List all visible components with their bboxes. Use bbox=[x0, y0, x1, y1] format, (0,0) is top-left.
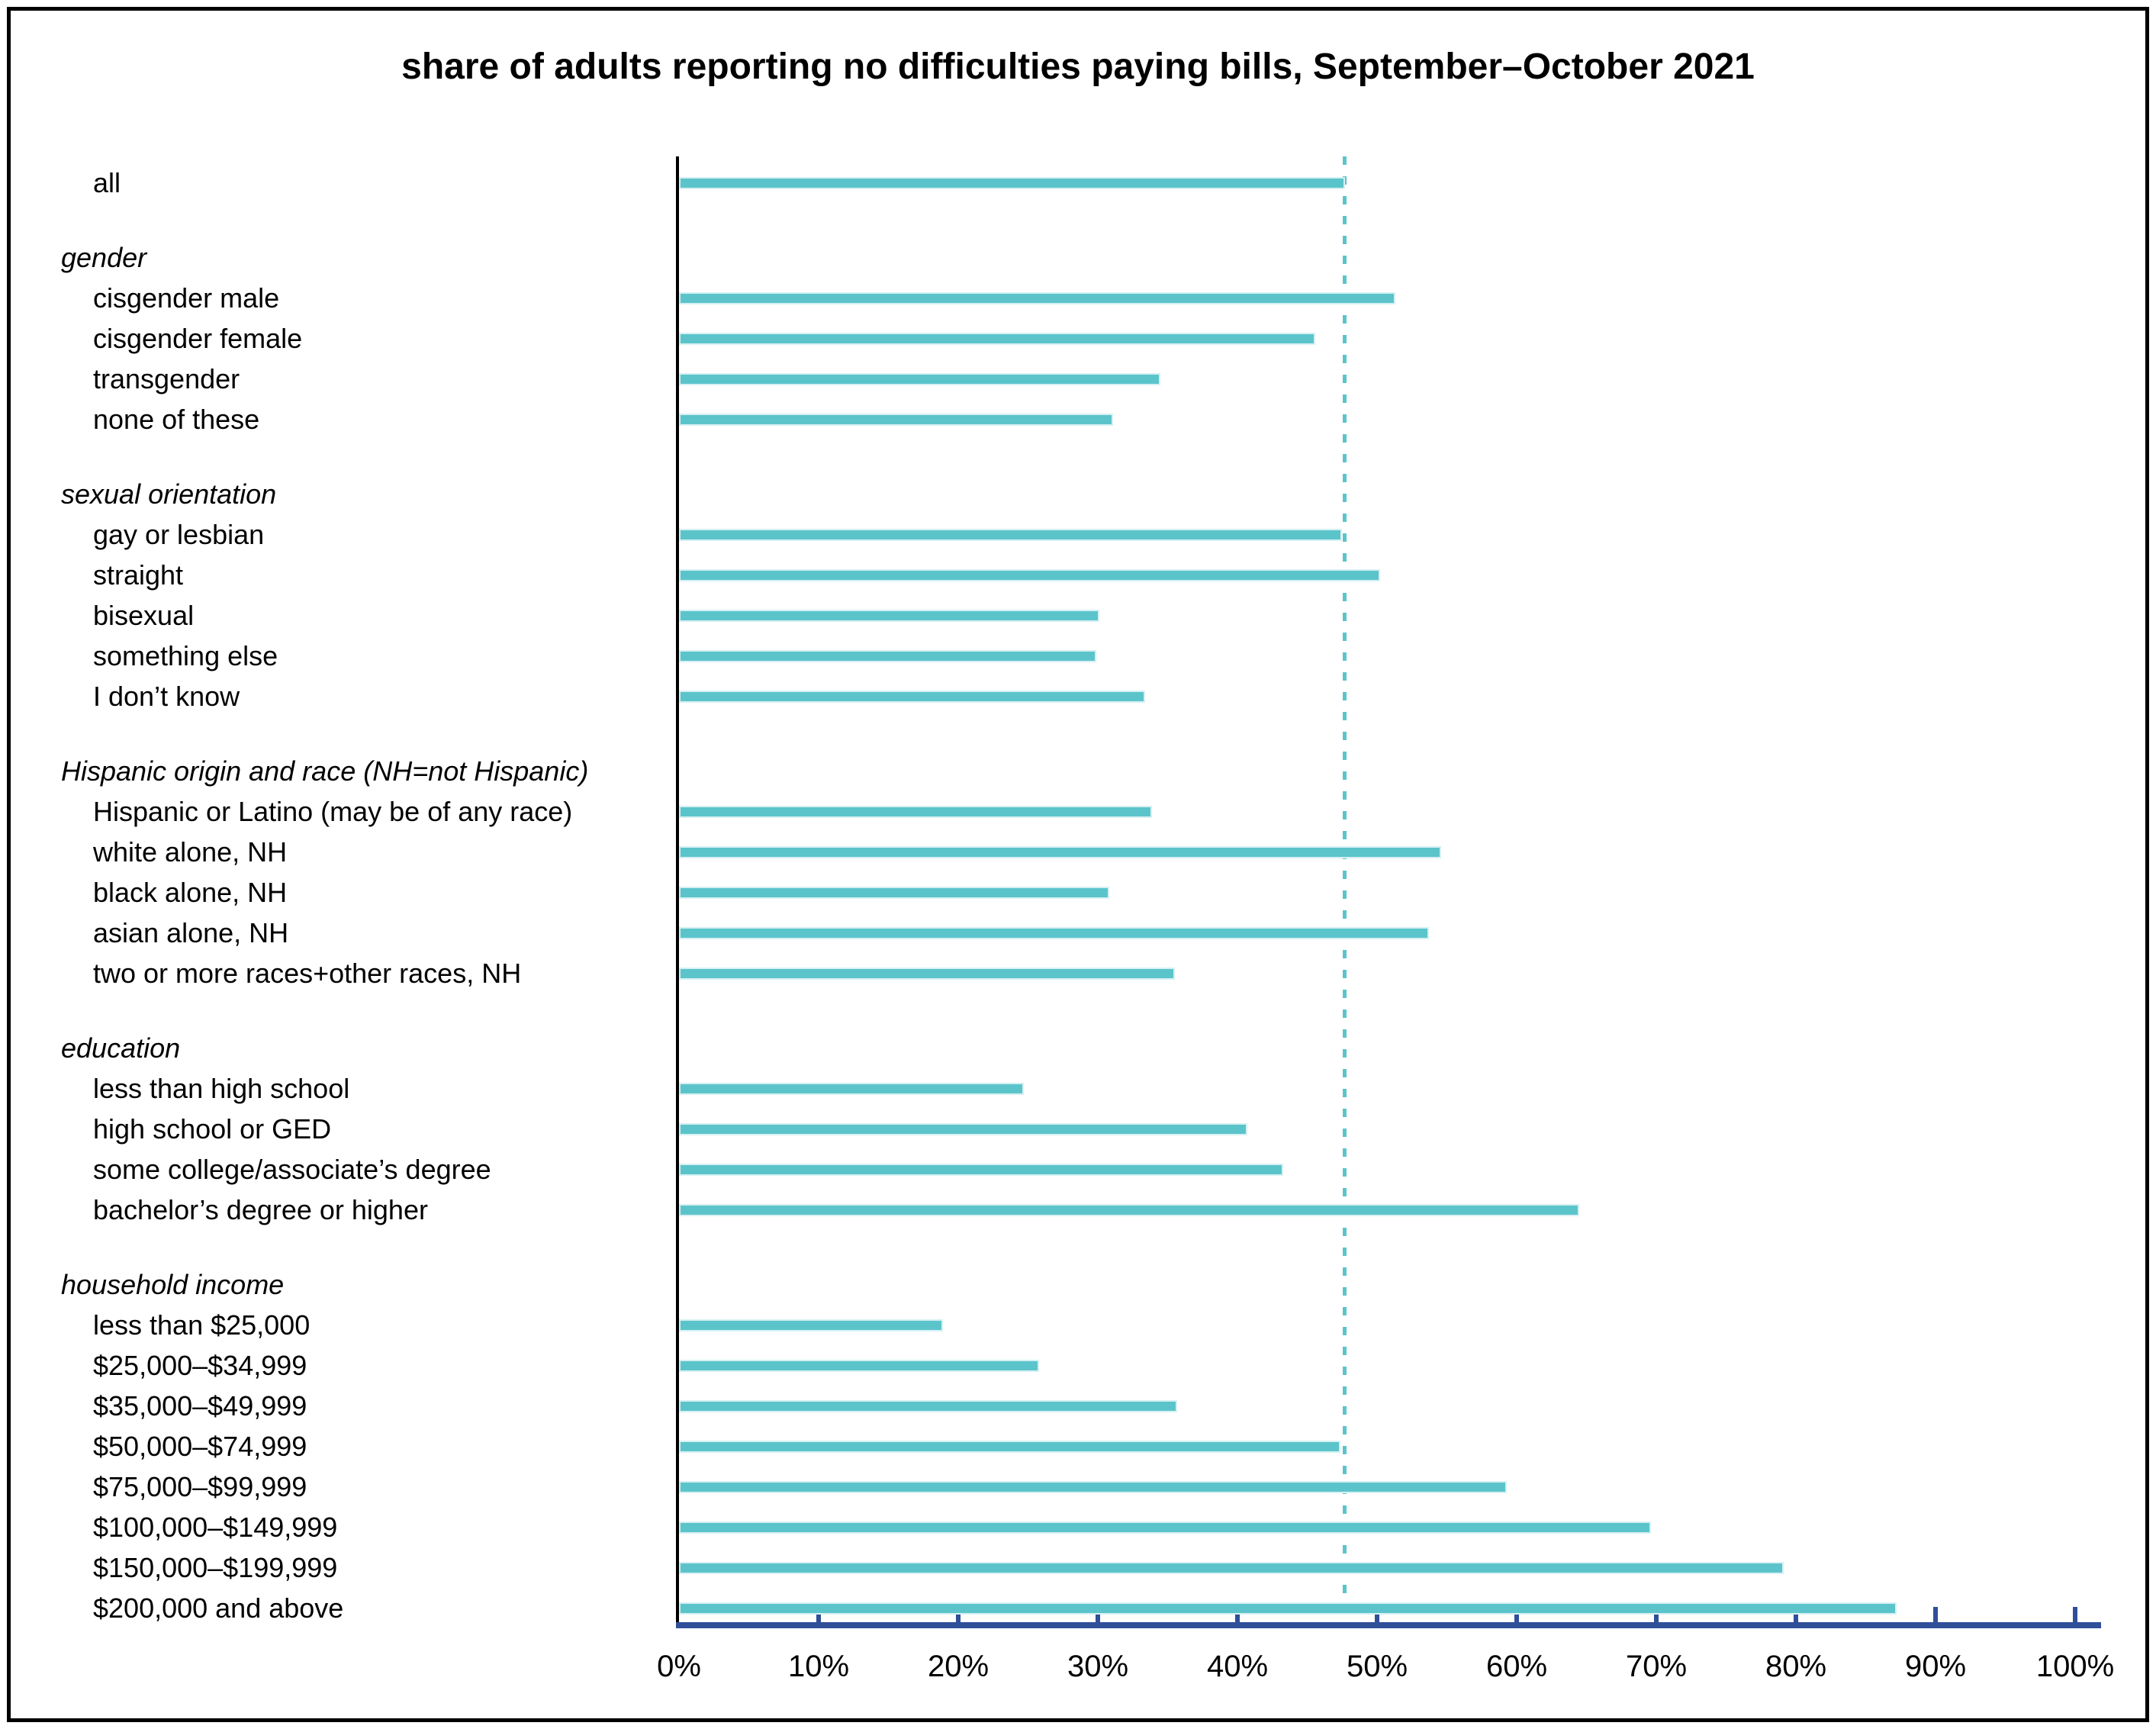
x-axis-tick-label: 20% bbox=[927, 1650, 990, 1683]
group-header-label: education bbox=[61, 1032, 181, 1064]
category-label: I don’t know bbox=[93, 681, 240, 712]
value-bar bbox=[679, 887, 1109, 899]
x-axis-tick-label: 100% bbox=[2035, 1650, 2115, 1683]
value-bar bbox=[679, 1400, 1178, 1412]
value-bar bbox=[679, 1319, 943, 1331]
x-axis-tick bbox=[1514, 1607, 1519, 1622]
category-label: $75,000–$99,999 bbox=[93, 1471, 307, 1502]
category-label: $100,000–$149,999 bbox=[93, 1512, 338, 1543]
value-bar bbox=[679, 1521, 1651, 1534]
value-bar bbox=[679, 1360, 1040, 1372]
x-axis-tick bbox=[1933, 1607, 1938, 1622]
x-axis-tick-label: 90% bbox=[1904, 1650, 1967, 1683]
x-axis-tick bbox=[1096, 1607, 1100, 1622]
category-label: $35,000–$49,999 bbox=[93, 1390, 307, 1422]
category-label: none of these bbox=[93, 404, 260, 435]
category-label: bachelor’s degree or higher bbox=[93, 1194, 428, 1225]
x-axis-line bbox=[676, 1622, 2101, 1628]
category-label: all bbox=[93, 167, 121, 198]
x-axis-tick-label: 40% bbox=[1206, 1650, 1269, 1683]
value-bar bbox=[679, 1562, 1784, 1574]
category-label: two or more races+other races, NH bbox=[93, 958, 522, 989]
value-bar bbox=[679, 610, 1099, 622]
value-bar bbox=[679, 1123, 1247, 1135]
x-axis-tick bbox=[1654, 1607, 1659, 1622]
x-axis-tick bbox=[1375, 1607, 1379, 1622]
category-label: $200,000 and above bbox=[93, 1592, 344, 1624]
value-bar bbox=[679, 691, 1146, 703]
category-label: Hispanic or Latino (may be of any race) bbox=[93, 796, 573, 827]
x-axis-tick bbox=[1235, 1607, 1240, 1622]
category-label: less than high school bbox=[93, 1073, 350, 1104]
category-label: $25,000–$34,999 bbox=[93, 1350, 307, 1381]
value-bar bbox=[679, 1602, 1897, 1615]
value-bar bbox=[679, 373, 1161, 385]
category-label: less than $25,000 bbox=[93, 1309, 311, 1341]
category-label: black alone, NH bbox=[93, 877, 288, 908]
x-axis-tick bbox=[956, 1607, 961, 1622]
category-label: some college/associate’s degree bbox=[93, 1154, 491, 1185]
value-bar bbox=[679, 529, 1343, 541]
reference-line bbox=[1343, 156, 1347, 1622]
value-bar bbox=[679, 414, 1114, 426]
value-bar bbox=[679, 927, 1429, 939]
value-bar bbox=[679, 846, 1442, 858]
chart-frame bbox=[7, 7, 2149, 1722]
group-header-label: sexual orientation bbox=[61, 478, 277, 510]
value-bar bbox=[679, 968, 1175, 980]
x-axis-tick-label: 50% bbox=[1346, 1650, 1408, 1683]
category-label: $150,000–$199,999 bbox=[93, 1552, 338, 1583]
category-label: transgender bbox=[93, 363, 240, 394]
x-axis-tick bbox=[1794, 1607, 1798, 1622]
x-axis-tick-label: 30% bbox=[1067, 1650, 1129, 1683]
y-axis-spine bbox=[676, 156, 679, 1622]
x-axis-tick bbox=[816, 1607, 821, 1622]
value-bar bbox=[679, 1083, 1024, 1095]
category-label: bisexual bbox=[93, 600, 195, 631]
category-label: white alone, NH bbox=[93, 836, 288, 868]
value-bar bbox=[679, 1441, 1341, 1453]
group-header-label: gender bbox=[61, 242, 147, 273]
x-axis-tick-label: 60% bbox=[1485, 1650, 1548, 1683]
value-bar bbox=[679, 333, 1316, 345]
value-bar bbox=[679, 1164, 1284, 1176]
category-label: straight bbox=[93, 559, 184, 591]
category-label: cisgender male bbox=[93, 282, 280, 314]
value-bar bbox=[679, 650, 1097, 662]
value-bar bbox=[679, 806, 1153, 818]
category-label: cisgender female bbox=[93, 323, 303, 354]
chart-title: share of adults reporting no difficultie… bbox=[401, 47, 1755, 87]
value-bar bbox=[679, 569, 1380, 581]
value-bar bbox=[679, 177, 1345, 189]
category-label: something else bbox=[93, 640, 278, 671]
x-axis-tick-label: 0% bbox=[657, 1650, 701, 1683]
x-axis-tick-label: 10% bbox=[787, 1650, 850, 1683]
x-axis-tick-label: 80% bbox=[1765, 1650, 1827, 1683]
x-axis-tick-label: 70% bbox=[1625, 1650, 1688, 1683]
value-bar bbox=[679, 1204, 1580, 1216]
x-axis-tick bbox=[2073, 1607, 2077, 1622]
group-header-label: household income bbox=[61, 1269, 285, 1300]
group-header-label: Hispanic origin and race (NH=not Hispani… bbox=[61, 755, 589, 787]
value-bar bbox=[679, 1481, 1508, 1493]
category-label: asian alone, NH bbox=[93, 917, 289, 948]
value-bar bbox=[679, 292, 1395, 304]
category-label: gay or lesbian bbox=[93, 519, 265, 550]
category-label: $50,000–$74,999 bbox=[93, 1431, 307, 1462]
category-label: high school or GED bbox=[93, 1113, 332, 1145]
